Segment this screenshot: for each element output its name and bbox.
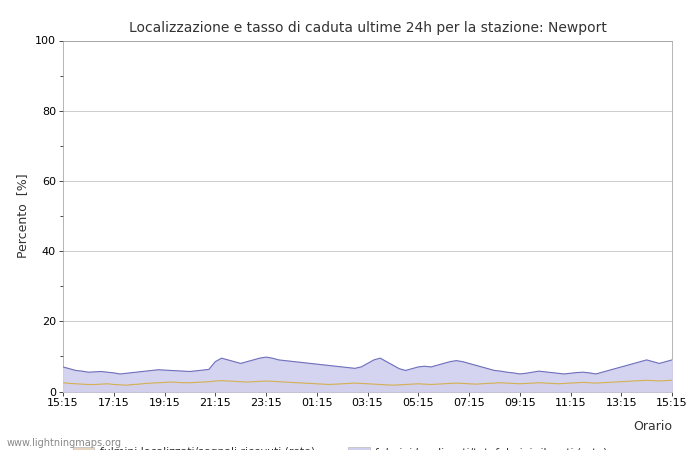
Legend: fulmini localizzati/segnali ricevuti (rete), fulmini localizzati/segnali ricevut: fulmini localizzati/segnali ricevuti (re… [69, 442, 636, 450]
Text: www.lightningmaps.org: www.lightningmaps.org [7, 438, 122, 448]
Y-axis label: Percento  [%]: Percento [%] [17, 174, 29, 258]
Text: Orario: Orario [633, 419, 672, 432]
Title: Localizzazione e tasso di caduta ultime 24h per la stazione: Newport: Localizzazione e tasso di caduta ultime … [129, 21, 606, 35]
